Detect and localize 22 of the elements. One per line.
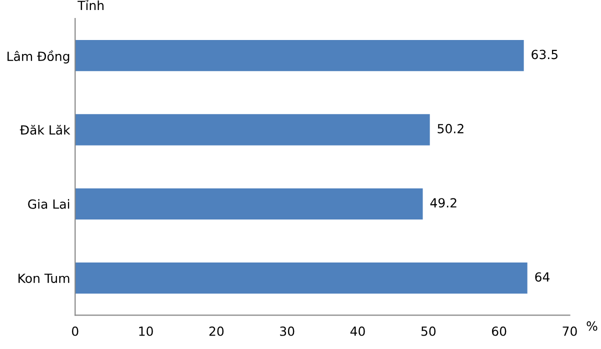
x-tick-label: 10 (139, 326, 153, 336)
x-axis-title: % (586, 321, 598, 331)
data-label: 50.2 (438, 124, 464, 134)
bar (75, 188, 423, 220)
x-tick-label: 0 (72, 326, 78, 336)
y-tick-label: Gia Lai (28, 199, 70, 209)
x-tick-label: 40 (350, 326, 365, 336)
data-label: 49.2 (430, 198, 456, 208)
x-tick-label: 20 (209, 326, 224, 336)
bar (75, 262, 528, 294)
x-tick-label: 70 (562, 326, 577, 336)
y-tick-label: Lâm Đồng (8, 50, 70, 64)
x-tick-label: 30 (280, 326, 294, 336)
y-tick-label: Đăk Lăk (20, 124, 70, 135)
x-tick-label: 50 (421, 326, 436, 336)
y-axis-title: Tỉnh (78, 0, 104, 10)
bar (75, 114, 430, 146)
data-label: 64 (535, 272, 550, 282)
y-tick-label: Kon Tum (18, 274, 70, 283)
data-label: 63.5 (532, 50, 558, 60)
bar (75, 40, 524, 72)
x-tick-label: 60 (492, 326, 506, 336)
